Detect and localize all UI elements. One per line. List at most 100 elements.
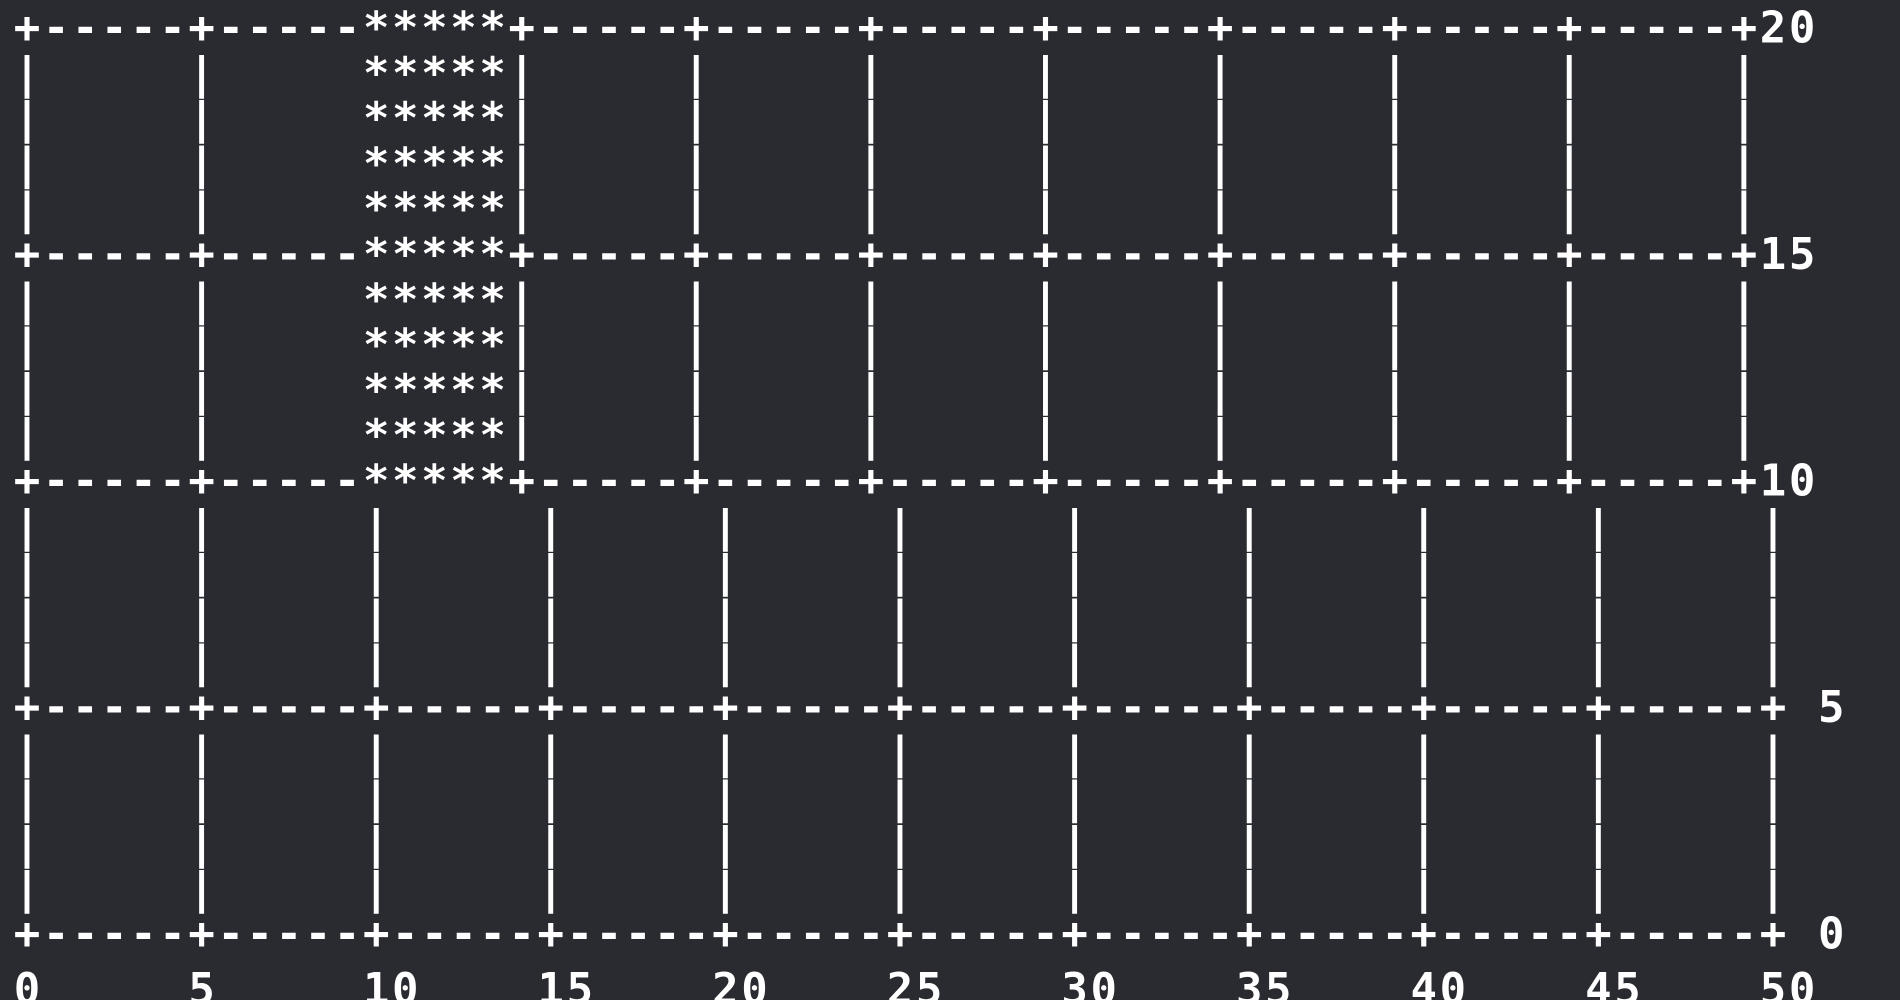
terminal-char: - xyxy=(1643,682,1670,733)
terminal-char: + xyxy=(363,682,390,733)
terminal-char: | xyxy=(14,365,41,416)
terminal-char: * xyxy=(450,320,477,371)
terminal-char: - xyxy=(1236,229,1263,280)
terminal-char: | xyxy=(683,48,710,99)
terminal-char: + xyxy=(1556,3,1583,54)
terminal-char: + xyxy=(14,229,41,280)
terminal-char: 4 xyxy=(1585,964,1612,1000)
terminal-char: | xyxy=(508,410,535,461)
terminal-char: | xyxy=(1381,274,1408,325)
terminal-char: - xyxy=(829,3,856,54)
terminal-char: - xyxy=(1149,3,1176,54)
terminal-char: * xyxy=(450,410,477,461)
terminal-char: - xyxy=(130,3,157,54)
terminal-char: | xyxy=(1411,863,1438,914)
terminal-char: - xyxy=(916,909,943,960)
terminal-char: - xyxy=(916,456,943,507)
terminal-char: * xyxy=(421,229,448,280)
terminal-char: | xyxy=(14,501,41,552)
terminal-char: - xyxy=(1702,229,1729,280)
terminal-char: * xyxy=(392,410,419,461)
terminal-char: + xyxy=(1381,3,1408,54)
terminal-char: - xyxy=(1498,909,1525,960)
terminal-char: - xyxy=(247,229,274,280)
terminal-char: - xyxy=(1149,456,1176,507)
terminal-char: - xyxy=(799,909,826,960)
terminal-char: + xyxy=(508,229,535,280)
terminal-char: - xyxy=(887,3,914,54)
terminal-char: | xyxy=(14,863,41,914)
terminal-char: 0 xyxy=(1440,964,1467,1000)
terminal-char: | xyxy=(858,138,885,189)
terminal-char: * xyxy=(392,93,419,144)
terminal-char: | xyxy=(1760,773,1787,824)
terminal-char: | xyxy=(538,727,565,778)
terminal-char: - xyxy=(1440,909,1467,960)
terminal-char: + xyxy=(188,909,215,960)
terminal-char: - xyxy=(567,909,594,960)
terminal-char: * xyxy=(479,3,506,54)
terminal-char: | xyxy=(1207,410,1234,461)
terminal-char: | xyxy=(858,184,885,235)
terminal-char: - xyxy=(1527,229,1554,280)
terminal-char: | xyxy=(683,365,710,416)
terminal-char: | xyxy=(1585,546,1612,597)
terminal-char: | xyxy=(1236,501,1263,552)
terminal-char: | xyxy=(712,773,739,824)
terminal-char: * xyxy=(363,138,390,189)
terminal-char: - xyxy=(1120,3,1147,54)
terminal-char: - xyxy=(1556,682,1583,733)
terminal-char: - xyxy=(1178,3,1205,54)
terminal-char: | xyxy=(1032,410,1059,461)
terminal-char: 5 xyxy=(188,964,215,1000)
terminal-char: | xyxy=(1556,410,1583,461)
terminal-char: 0 xyxy=(1090,964,1117,1000)
terminal-char: | xyxy=(1585,773,1612,824)
terminal-char: | xyxy=(363,591,390,642)
terminal-char: - xyxy=(159,456,186,507)
terminal-char: - xyxy=(1061,456,1088,507)
terminal-char: - xyxy=(1440,3,1467,54)
terminal-char: | xyxy=(1556,48,1583,99)
terminal-char: | xyxy=(712,637,739,688)
terminal-char: | xyxy=(1556,138,1583,189)
terminal-char: | xyxy=(1411,546,1438,597)
terminal-char: - xyxy=(799,3,826,54)
terminal-char: | xyxy=(1236,727,1263,778)
terminal-char: | xyxy=(1381,410,1408,461)
terminal-char: | xyxy=(1731,365,1758,416)
terminal-char: - xyxy=(72,456,99,507)
terminal-char: | xyxy=(1061,546,1088,597)
terminal-char: 4 xyxy=(1411,964,1438,1000)
terminal-char: - xyxy=(916,229,943,280)
terminal-char: + xyxy=(887,909,914,960)
terminal-char: | xyxy=(1411,773,1438,824)
terminal-char: - xyxy=(974,229,1001,280)
terminal-char: - xyxy=(421,682,448,733)
terminal-char: - xyxy=(1672,3,1699,54)
terminal-char: - xyxy=(1672,229,1699,280)
terminal-char: | xyxy=(1236,637,1263,688)
terminal-char: - xyxy=(247,682,274,733)
terminal-char: - xyxy=(334,3,361,54)
terminal-char: | xyxy=(188,184,215,235)
terminal-char: | xyxy=(538,637,565,688)
terminal-char: - xyxy=(858,909,885,960)
terminal-char: - xyxy=(1614,456,1641,507)
terminal-char: - xyxy=(625,909,652,960)
terminal-char: | xyxy=(14,184,41,235)
terminal-char: - xyxy=(1323,3,1350,54)
terminal-char: | xyxy=(1760,591,1787,642)
terminal-char: - xyxy=(916,3,943,54)
terminal-char: | xyxy=(1411,727,1438,778)
terminal-char: - xyxy=(858,682,885,733)
terminal-char: + xyxy=(14,3,41,54)
terminal-char: * xyxy=(392,3,419,54)
terminal-char: | xyxy=(1731,320,1758,371)
terminal-char: + xyxy=(508,3,535,54)
terminal-char: - xyxy=(1149,682,1176,733)
terminal-char: | xyxy=(1236,546,1263,597)
terminal-char: + xyxy=(1585,909,1612,960)
